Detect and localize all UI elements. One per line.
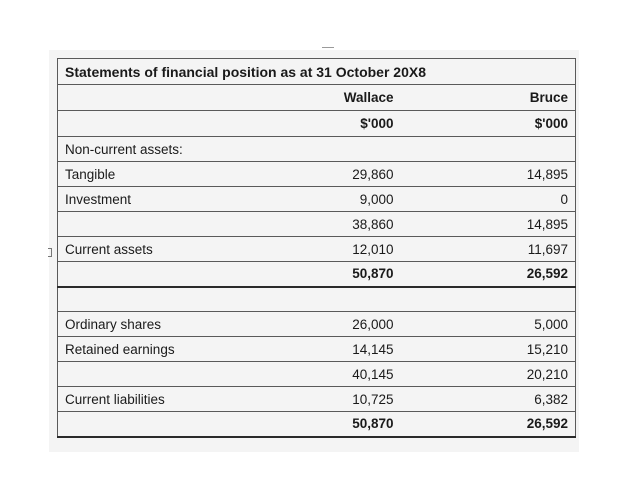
table-row: Non-current assets: [57,136,577,162]
row-label [57,286,258,312]
spacer-row [57,286,577,312]
bruce-value: 14,895 [400,161,577,187]
row-label: Current assets [57,236,258,262]
subtotal-row: 40,145 20,210 [57,361,577,387]
row-label [57,411,258,438]
unit-row: $'000 $'000 [57,110,577,137]
bruce-value: 5,000 [400,311,577,337]
header-spacer [57,84,258,111]
financial-position-table: Statements of financial position as at 3… [56,58,577,438]
title-row: Statements of financial position as at 3… [56,58,577,85]
row-label: Retained earnings [57,336,258,362]
wallace-value: 26,000 [257,311,401,337]
wallace-value: 29,860 [257,161,401,187]
unit-bruce: $'000 [400,110,577,137]
table-title: Statements of financial position as at 3… [56,58,577,85]
bruce-value: 20,210 [400,361,577,387]
wallace-total: 50,870 [257,261,401,288]
bruce-value: 0 [400,186,577,212]
row-label: Investment [57,186,258,212]
row-label: Current liabilities [57,386,258,412]
row-label: Tangible [57,161,258,187]
bruce-total: 26,592 [400,261,577,288]
total-row: 50,870 26,592 [57,411,577,438]
wallace-value: 9,000 [257,186,401,212]
table-row: Tangible 29,860 14,895 [57,161,577,187]
row-label: Non-current assets: [57,136,258,162]
table-row: Investment 9,000 0 [57,186,577,212]
header-row: Wallace Bruce [57,84,577,111]
bruce-value [400,286,577,312]
table-row: Retained earnings 14,145 15,210 [57,336,577,362]
bruce-value [400,136,577,162]
table-row: Current assets 12,010 11,697 [57,236,577,262]
row-label [57,361,258,387]
row-label [57,211,258,237]
bracket-mark [48,248,52,257]
wallace-value: 40,145 [257,361,401,387]
total-row: 50,870 26,592 [57,261,577,288]
column-header-wallace: Wallace [257,84,401,111]
subtotal-row: 38,860 14,895 [57,211,577,237]
wallace-value [257,136,401,162]
wallace-total: 50,870 [257,411,401,438]
table-row: Current liabilities 10,725 6,382 [57,386,577,412]
column-header-bruce: Bruce [400,84,577,111]
row-label [57,261,258,288]
wallace-value: 38,860 [257,211,401,237]
decorative-mark [322,47,334,48]
bruce-value: 15,210 [400,336,577,362]
unit-spacer [57,110,258,137]
wallace-value: 10,725 [257,386,401,412]
bruce-value: 14,895 [400,211,577,237]
unit-wallace: $'000 [257,110,401,137]
wallace-value [257,286,401,312]
bruce-total: 26,592 [400,411,577,438]
wallace-value: 12,010 [257,236,401,262]
row-label: Ordinary shares [57,311,258,337]
bruce-value: 6,382 [400,386,577,412]
bruce-value: 11,697 [400,236,577,262]
wallace-value: 14,145 [257,336,401,362]
table-row: Ordinary shares 26,000 5,000 [57,311,577,337]
